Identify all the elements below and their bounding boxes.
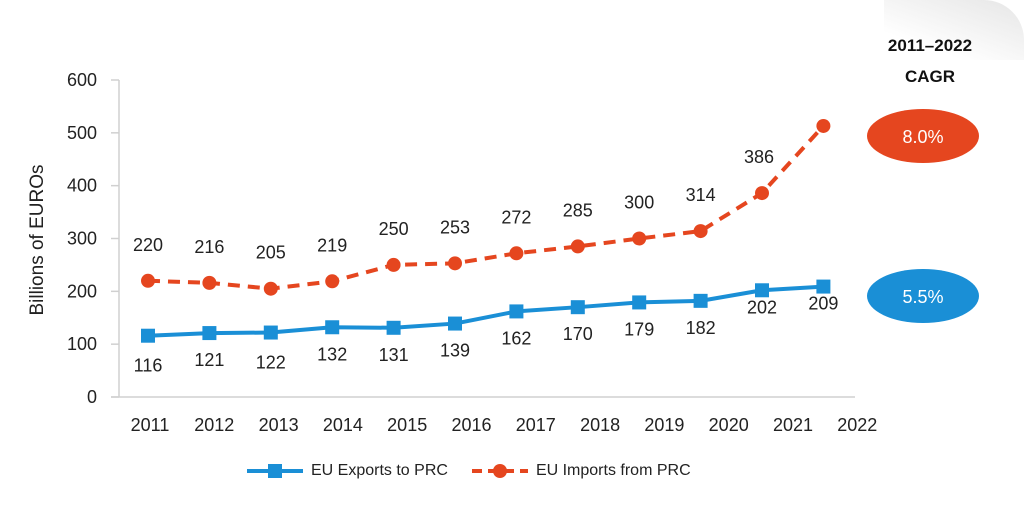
- data-point-imports: [816, 118, 831, 133]
- data-point-imports: [509, 246, 524, 261]
- data-point-imports: [570, 239, 585, 254]
- cagr-title-years: 2011–2022: [887, 36, 973, 55]
- data-point-exports: [448, 316, 462, 331]
- data-point-imports: [693, 224, 708, 239]
- legend-imports-label: EU Imports from PRC: [535, 462, 691, 479]
- x-tick-label: 2022: [837, 415, 877, 435]
- data-point-imports: [202, 275, 217, 290]
- cagr-title-label: CAGR: [904, 67, 956, 86]
- data-point-imports: [632, 231, 647, 246]
- y-tick-label: 300: [67, 229, 97, 249]
- data-point-imports: [755, 186, 769, 201]
- x-tick-label: 2016: [451, 415, 491, 435]
- data-point-imports: [325, 274, 340, 289]
- y-tick-label: 400: [67, 176, 97, 196]
- x-tick-label: 2019: [644, 415, 684, 435]
- y-tick-label: 0: [87, 387, 97, 407]
- legend-imports-swatch-icon: [471, 464, 528, 478]
- data-point-exports: [202, 326, 217, 341]
- y-tick-label: 500: [67, 123, 97, 143]
- data-label: 272: [501, 207, 531, 227]
- data-point-exports: [386, 320, 401, 335]
- x-tick-label: 2015: [387, 415, 427, 435]
- x-tick-label: 2012: [194, 415, 234, 435]
- data-point-exports: [509, 304, 524, 319]
- data-label: 179: [624, 319, 654, 339]
- data-point-imports: [386, 257, 401, 272]
- series-line-imports: [147, 124, 825, 291]
- data-label: 116: [134, 356, 163, 376]
- legend-item-exports[interactable]: EU Exports to PRC: [245, 462, 448, 480]
- data-point-exports: [755, 283, 769, 298]
- legend: EU Exports to PRC EU Imports from PRC: [245, 462, 713, 480]
- imports-cagr-value: 8.0%: [902, 127, 943, 147]
- data-label: 122: [256, 353, 286, 373]
- x-tick-label: 2011: [131, 415, 170, 435]
- data-point-exports: [816, 279, 831, 294]
- data-label: 121: [194, 350, 224, 370]
- data-label: 250: [379, 219, 409, 239]
- data-point-imports: [141, 273, 155, 288]
- data-label: 253: [440, 217, 470, 237]
- exports-cagr-badge: [867, 269, 979, 323]
- data-label: 139: [440, 341, 470, 361]
- x-tick-label: 2013: [259, 415, 299, 435]
- data-label: 131: [379, 345, 409, 365]
- legend-item-imports[interactable]: EU Imports from PRC: [470, 462, 691, 480]
- y-tick-label: 200: [67, 281, 97, 301]
- x-tick-label: 2017: [516, 415, 556, 435]
- data-label: 132: [317, 344, 347, 364]
- x-tick-label: 2020: [709, 415, 749, 435]
- x-tick-label: 2018: [580, 415, 620, 435]
- data-label: 209: [808, 294, 838, 314]
- data-label: 220: [133, 235, 163, 255]
- y-tick-label: 100: [67, 334, 97, 354]
- data-point-exports: [325, 320, 340, 335]
- cagr-title: 2011–2022 CAGR: [858, 30, 1002, 92]
- legend-exports-label: EU Exports to PRC: [311, 462, 448, 479]
- data-point-imports: [448, 256, 462, 271]
- data-point-imports: [263, 281, 278, 296]
- data-label: 219: [317, 235, 347, 255]
- x-tick-label: 2014: [323, 415, 363, 435]
- data-label: 300: [624, 193, 654, 213]
- data-label: 205: [256, 243, 286, 263]
- data-label: 202: [747, 297, 777, 317]
- series-line-exports: [147, 284, 824, 338]
- data-point-exports: [632, 295, 647, 310]
- data-label: 162: [501, 328, 531, 348]
- data-label: 170: [563, 324, 593, 344]
- x-tick-label: 2021: [773, 415, 813, 435]
- data-point-exports: [570, 300, 585, 315]
- data-point-exports: [693, 293, 708, 308]
- exports-cagr-value: 5.5%: [902, 287, 943, 307]
- data-label: 314: [686, 185, 716, 205]
- imports-cagr-badge: [867, 109, 979, 163]
- y-axis-title: Billions of EUROs: [27, 165, 48, 316]
- data-label: 216: [194, 237, 224, 257]
- data-point-exports: [141, 328, 155, 343]
- data-point-exports: [263, 325, 278, 340]
- y-tick-label: 600: [67, 70, 97, 90]
- data-label: 386: [744, 147, 774, 167]
- legend-exports-swatch-icon: [247, 464, 303, 478]
- data-label: 182: [686, 318, 716, 338]
- window-corner: [884, 0, 1024, 60]
- data-label: 285: [563, 200, 593, 220]
